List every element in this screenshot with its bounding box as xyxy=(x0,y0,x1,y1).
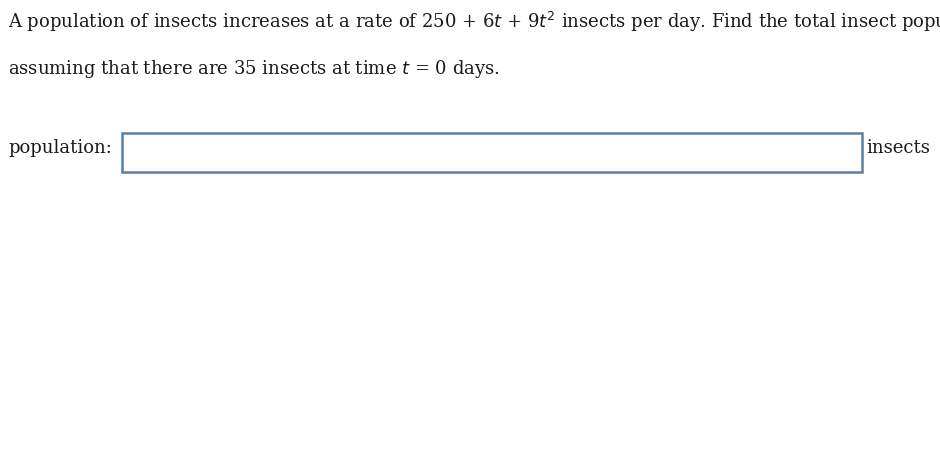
Text: assuming that there are 35 insects at time $t$ = 0 days.: assuming that there are 35 insects at ti… xyxy=(8,58,500,80)
Text: insects: insects xyxy=(866,139,930,157)
Text: A population of insects increases at a rate of 250 + 6$t$ + 9$t^2$ insects per d: A population of insects increases at a r… xyxy=(8,10,940,34)
Bar xyxy=(122,133,862,172)
Text: population:: population: xyxy=(8,139,112,157)
